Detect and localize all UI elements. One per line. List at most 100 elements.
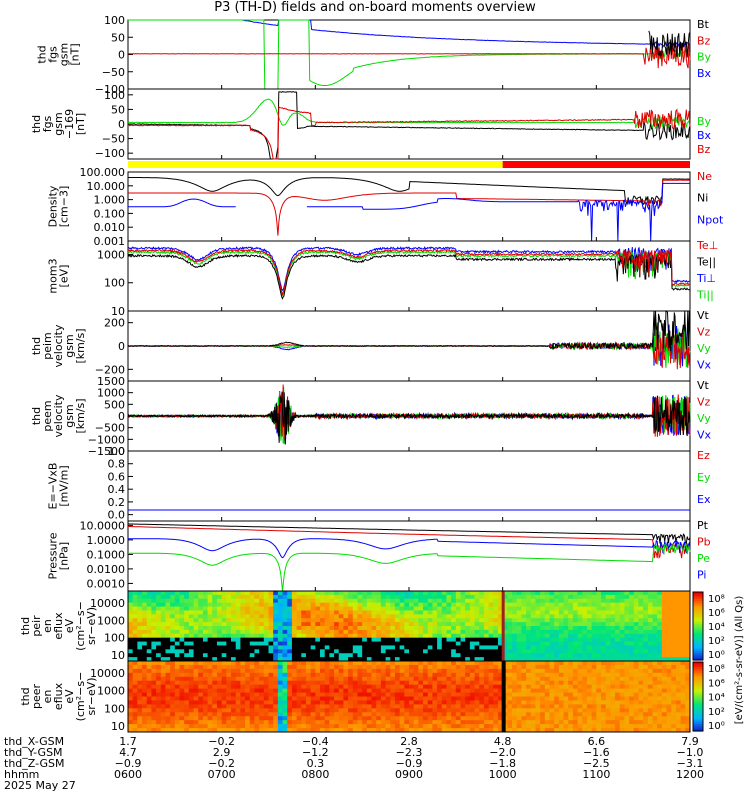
y-axis-label: mom3 xyxy=(47,258,60,293)
y-axis-label: [nT] xyxy=(74,113,87,135)
series-npot xyxy=(128,182,690,242)
y-tick-label: 1.0000 xyxy=(87,534,126,547)
colorbar-ion: 10⁸ 10⁶ 10⁴ 10² 10⁰ xyxy=(692,591,725,661)
y-axis-label: velocity xyxy=(52,324,65,367)
y-tick-label: 100.000 xyxy=(80,166,126,179)
y-tick-label: 1000 xyxy=(97,248,125,261)
colorbar-label: 10⁶ xyxy=(708,608,725,619)
legend-entry: Pt xyxy=(697,519,709,532)
x-row-label: thd_X-GSM xyxy=(4,735,64,748)
y-axis-label: thd xyxy=(36,45,49,63)
x-tick-label: −0.2 xyxy=(208,757,235,770)
chart-title: P3 (TH-D) fields and on-board moments ov… xyxy=(214,0,536,15)
x-tick-label: −2.5 xyxy=(583,757,610,770)
legend-entry: Ez xyxy=(697,449,710,462)
y-tick-label: 1.000 xyxy=(94,194,126,207)
y-axis-label: [km/s] xyxy=(74,398,87,433)
colorbar-frame xyxy=(692,591,704,661)
y-tick-label: 10000 xyxy=(90,597,125,610)
colorbar-label: 10⁴ xyxy=(708,693,725,704)
legend-entry: Bz xyxy=(697,34,711,47)
y-tick-label: 100 xyxy=(104,632,125,645)
y-tick-label: 1.0 xyxy=(108,445,126,458)
x-tick-label: −0.4 xyxy=(302,735,329,748)
series-ve-black xyxy=(127,391,691,445)
y-axis-label: thd xyxy=(19,687,32,705)
legend-entry: Npot xyxy=(697,213,724,226)
y-tick-label: −50 xyxy=(102,66,125,79)
y-axis-label: sr−eV) xyxy=(85,607,98,645)
y-tick-label: 0 xyxy=(118,118,125,131)
y-axis-label: peem xyxy=(41,400,54,431)
colorbar-label: 10² xyxy=(708,707,725,718)
y-axis-label: [nPa] xyxy=(58,542,71,570)
panel-frame xyxy=(127,88,691,160)
panel-frame xyxy=(127,19,691,90)
y-axis-label: −169 xyxy=(63,109,76,139)
colorbar-label: 10⁶ xyxy=(708,678,725,689)
y-tick-label: 200 xyxy=(104,317,125,330)
y-tick-label: 100 xyxy=(104,702,125,715)
x-tick-label: 4.8 xyxy=(494,735,512,748)
x-tick-label: 0.3 xyxy=(307,757,325,770)
y-axis-label: velocity xyxy=(52,394,65,437)
y-axis-label: fgs xyxy=(47,46,60,63)
colorbar-label: 10⁴ xyxy=(708,622,725,633)
data-gap xyxy=(501,591,505,661)
panel-elec_spec: 10000 1000 100 10 thdpeerenefluxeV(cm²−s−sr−… xyxy=(19,660,691,733)
y-axis-label: thd xyxy=(19,617,32,635)
colorbar-label: 10⁸ xyxy=(708,664,725,675)
legend-entry: Vy xyxy=(697,412,711,425)
legend-entry: By xyxy=(697,115,712,128)
y-axis-label: [mV/m] xyxy=(58,465,71,506)
y-tick-label: 0 xyxy=(118,49,125,62)
series-by-ed xyxy=(127,98,691,130)
y-axis-label: en xyxy=(41,690,54,704)
x-tick-label: 4.7 xyxy=(119,746,137,759)
x-tick-label: −1.0 xyxy=(677,746,704,759)
legend-entry: Pb xyxy=(697,536,711,549)
legend-entry: Vy xyxy=(697,342,711,355)
x-row-label: 2025 May 27 xyxy=(4,779,76,792)
x-row-label: thd_Y-GSM xyxy=(4,746,63,759)
legend-entry: Ex xyxy=(697,493,711,506)
colorbar-label: 10² xyxy=(708,636,725,647)
y-axis-label: gsm xyxy=(58,43,71,66)
y-axis-label: Density xyxy=(47,185,60,227)
x-tick-label: 2.8 xyxy=(400,735,418,748)
y-axis-label: eV xyxy=(63,618,76,633)
colorbar-label: 10⁰ xyxy=(708,721,725,732)
y-axis-label: eflux xyxy=(52,682,65,710)
legend-entry: Pe xyxy=(697,552,710,565)
y-tick-label: 1000 xyxy=(97,387,125,400)
series-ti-perp xyxy=(127,246,691,292)
y-axis-label: peim xyxy=(41,332,54,360)
legend-entry: Bx xyxy=(697,67,712,80)
x-tick-label: −0.2 xyxy=(208,735,235,748)
panel-frame xyxy=(127,520,691,592)
panel-ion_spec: 10000 1000 100 10 thdpeirenefluxeV(cm²−s−sr−… xyxy=(19,590,691,662)
legend-entry: Vz xyxy=(697,326,711,339)
y-tick-label: 10000 xyxy=(90,667,125,680)
y-axis-label: gsm xyxy=(52,112,65,135)
legend-entry: Te⊥ xyxy=(696,239,718,252)
legend-entry: Ne xyxy=(697,170,712,183)
x-tick-label: −2.0 xyxy=(489,746,516,759)
series-bz-ed xyxy=(127,105,691,160)
legend-entry: Bx xyxy=(697,129,712,142)
y-tick-label: 10.000 xyxy=(87,180,126,193)
y-tick-label: 0.001 xyxy=(94,235,126,248)
y-tick-label: −50 xyxy=(102,133,125,146)
x-row-label: hhmm xyxy=(4,768,39,781)
y-tick-label: 0.0 xyxy=(108,509,126,522)
legend-entry: Ti⊥ xyxy=(696,272,716,285)
y-tick-label: 1000 xyxy=(97,614,125,627)
y-axis-label: thd xyxy=(30,337,43,355)
x-tick-label: 0600 xyxy=(114,768,142,781)
y-tick-label: 10 xyxy=(111,305,125,318)
y-tick-label: 1500 xyxy=(97,375,125,388)
series-pb xyxy=(128,526,691,559)
spectrogram-cells xyxy=(128,661,691,733)
legend-entry: Ni xyxy=(697,192,708,205)
